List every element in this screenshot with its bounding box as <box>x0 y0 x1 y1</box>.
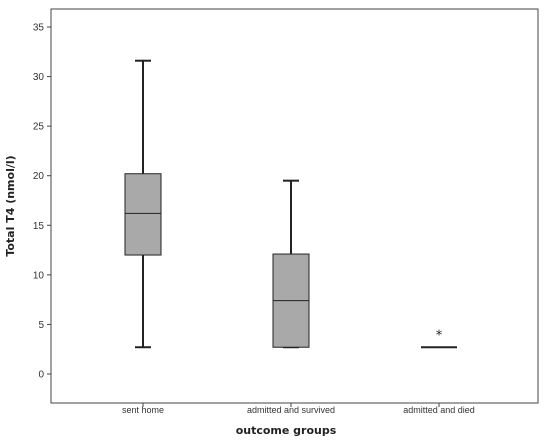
y-tick-label: 20 <box>33 171 45 182</box>
box-1 <box>124 59 162 349</box>
y-tick-label: 15 <box>33 221 45 232</box>
box-2 <box>272 179 310 349</box>
x-tick-label: admitted and survived <box>247 405 335 415</box>
x-tick-label: admitted and died <box>403 405 475 415</box>
y-tick-label: 10 <box>33 270 45 281</box>
y-tick-label: 35 <box>33 23 45 34</box>
y-tick-label: 5 <box>38 320 44 331</box>
x-axis: sent home admitted and survived admitted a… <box>122 403 475 415</box>
x-tick-label: sent home <box>122 405 164 415</box>
y-axis-title: Total T4 (nmol/l) <box>4 155 17 256</box>
y-tick-label: 25 <box>33 122 45 133</box>
boxes: * <box>124 59 457 349</box>
y-axis: 0 5 10 15 20 25 30 35 <box>33 23 51 381</box>
box-3: * <box>421 328 457 349</box>
y-tick-label: 0 <box>38 370 44 381</box>
x-axis-title: outcome groups <box>236 424 337 437</box>
iqr-box <box>124 173 162 256</box>
outlier-marker: * <box>436 328 443 343</box>
y-tick-label: 30 <box>33 72 45 83</box>
